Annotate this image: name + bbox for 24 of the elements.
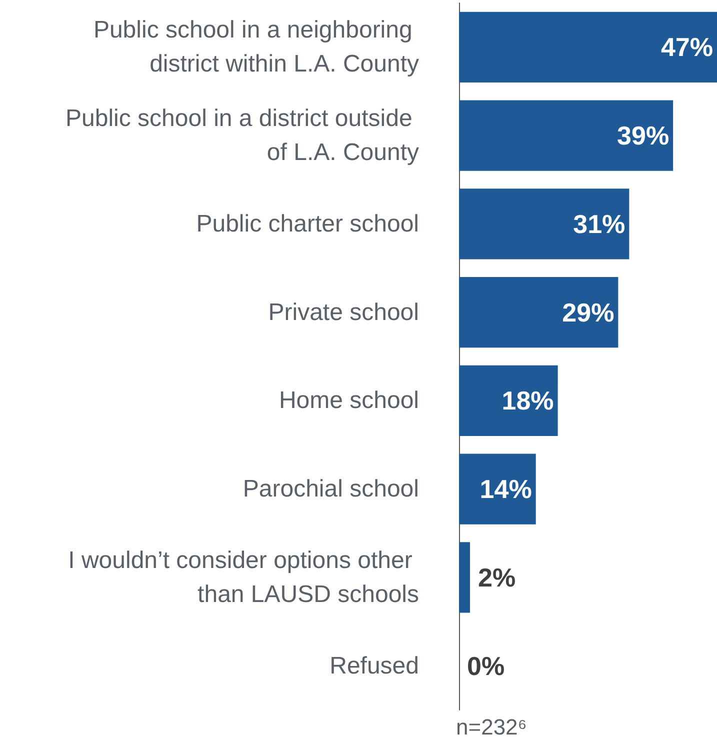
- data-label: 18%: [502, 386, 554, 416]
- bar: [459, 276, 618, 348]
- y-tick-label: Public school in a neighboring district within L.A. County: [93, 16, 419, 78]
- bar: [459, 454, 536, 524]
- bar: [459, 542, 470, 613]
- bar: [459, 100, 674, 171]
- data-label: 14%: [480, 474, 532, 504]
- bar: [459, 188, 630, 260]
- data-label: 39%: [617, 120, 670, 151]
- text: n=232⁶: [456, 714, 527, 740]
- y-tick-label: Refused: [330, 652, 419, 680]
- y-tick-label: Public charter school: [196, 210, 419, 238]
- data-label: 47%: [660, 32, 713, 62]
- y-tick-label: Public school in a district outside of L.A. County: [65, 105, 419, 166]
- y-tick-label: Parochial school: [242, 476, 419, 503]
- bar: [459, 365, 558, 436]
- data-label: 0%: [467, 650, 505, 681]
- bar: [459, 12, 717, 83]
- y-tick-label: I wouldn’t consider options other than LAUSD schools: [68, 546, 419, 608]
- data-label: 31%: [573, 208, 626, 239]
- data-label: 29%: [562, 297, 614, 328]
- data-label: 2%: [478, 562, 516, 592]
- y-tick-label: Private school: [268, 298, 419, 326]
- y-tick-label: Home school: [278, 387, 419, 414]
